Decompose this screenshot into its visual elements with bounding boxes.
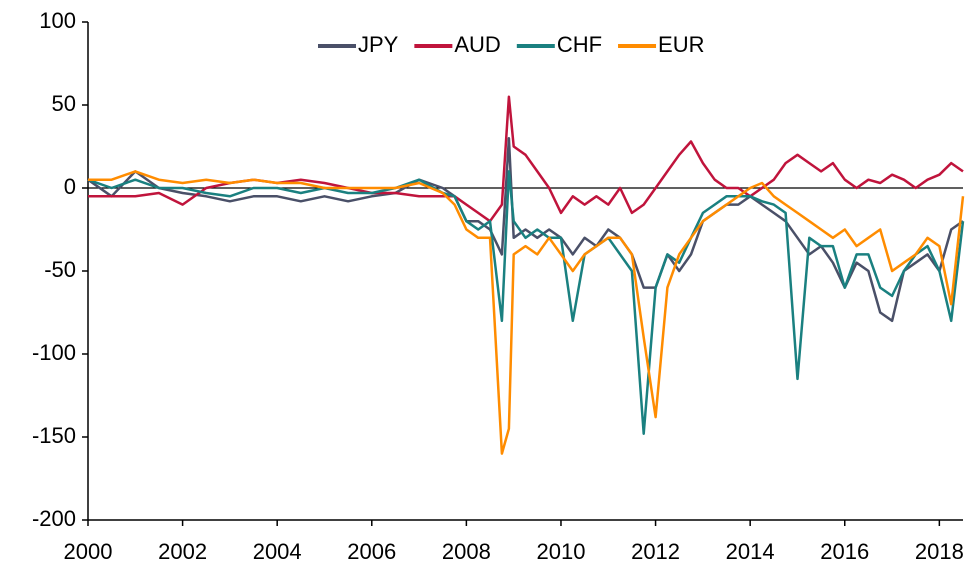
series-line bbox=[87, 170, 965, 435]
y-tick-label: -50 bbox=[44, 257, 76, 282]
x-tick-label: 2010 bbox=[536, 539, 585, 564]
x-tick-label: 2016 bbox=[820, 539, 869, 564]
legend-label: JPY bbox=[358, 32, 399, 57]
x-tick-label: 2002 bbox=[158, 539, 207, 564]
x-tick-label: 2014 bbox=[726, 539, 775, 564]
x-tick-label: 2018 bbox=[915, 539, 964, 564]
legend-label: EUR bbox=[658, 32, 704, 57]
y-tick-label: -100 bbox=[32, 340, 76, 365]
legend-label: AUD bbox=[454, 32, 500, 57]
y-tick-label: -150 bbox=[32, 423, 76, 448]
x-tick-label: 2008 bbox=[442, 539, 491, 564]
y-tick-label: -200 bbox=[32, 506, 76, 531]
series-line bbox=[87, 136, 964, 323]
y-tick-label: 100 bbox=[39, 8, 76, 33]
x-tick-label: 2012 bbox=[631, 539, 680, 564]
x-tick-label: 2004 bbox=[253, 539, 302, 564]
series-line bbox=[88, 95, 964, 223]
legend-label: CHF bbox=[557, 32, 602, 57]
y-tick-label: 0 bbox=[64, 174, 76, 199]
series-line bbox=[88, 170, 965, 455]
x-tick-label: 2000 bbox=[64, 539, 113, 564]
y-tick-label: 50 bbox=[52, 91, 76, 116]
x-tick-label: 2006 bbox=[347, 539, 396, 564]
